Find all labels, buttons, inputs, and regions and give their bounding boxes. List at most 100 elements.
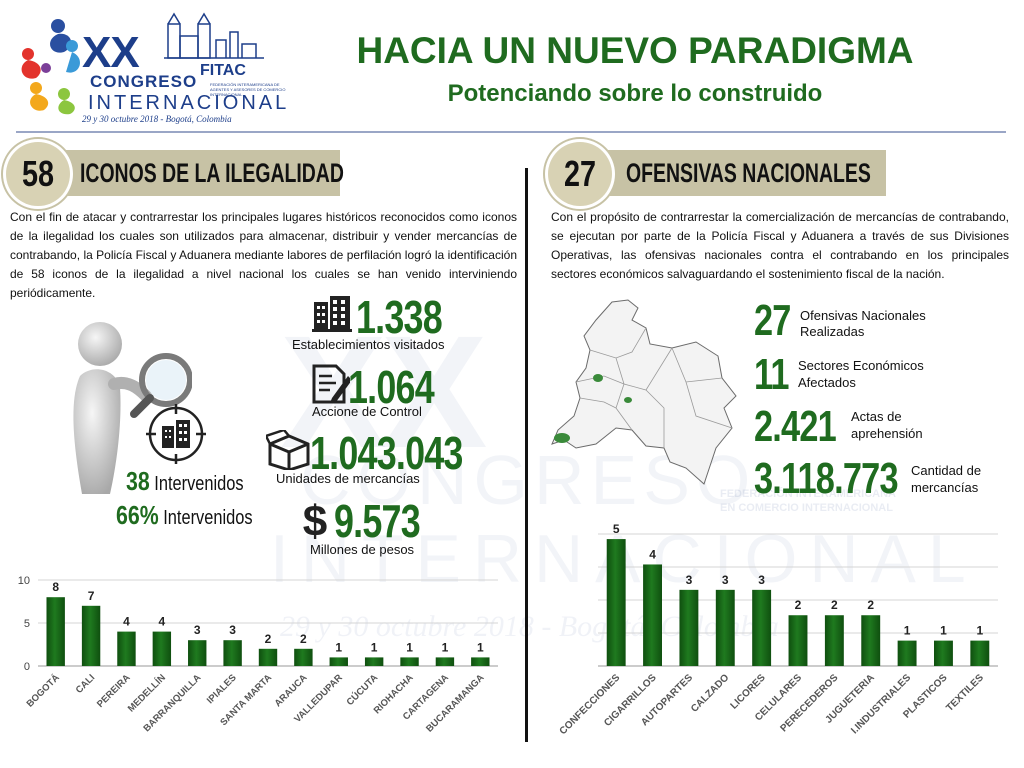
chart-bar (81, 605, 101, 666)
stat-sectores-label-1: Sectores Económicos (798, 358, 924, 373)
chart-bar (364, 657, 384, 666)
chart-data-label: 8 (52, 580, 59, 594)
chart-category-label: CÚCUTA (344, 672, 380, 708)
chart-data-label: 1 (371, 640, 378, 654)
right-section-title: OFENSIVAS NACIONALES (626, 158, 871, 188)
stat-ofensivas-label-1: Ofensivas Nacionales (800, 308, 926, 323)
colombia-map-icon (551, 299, 737, 485)
chart-data-label: 1 (976, 624, 983, 638)
chart-bar (970, 640, 990, 666)
stat-actas-value: 2.421 (754, 402, 837, 451)
stat-actas-label-1: Actas de (851, 409, 902, 424)
chart-category-label: CALZADO (689, 672, 731, 714)
box-icon (266, 430, 310, 470)
chart-category-label: BOGOTÁ (25, 672, 62, 709)
chart-y-tick-label: 5 (24, 618, 30, 630)
right-paragraph: Con el propósito de contrarrestar la com… (551, 210, 1009, 281)
stat-unidades-label: Unidades de mercancías (276, 471, 420, 486)
chart-data-label: 2 (300, 632, 307, 646)
center-divider (525, 168, 528, 742)
chart-bar (643, 564, 662, 666)
chart-bar (897, 640, 917, 666)
left-badge-number: 58 (21, 153, 55, 194)
logo-fitac: FITAC (200, 62, 246, 79)
chart-data-label: 2 (831, 598, 838, 612)
chart-data-label: 2 (867, 598, 874, 612)
left-section-badge: 58 (6, 142, 70, 206)
chart-bar (435, 657, 455, 666)
building-icon (312, 296, 352, 332)
chart-category-label: CONFECCIONES (558, 672, 623, 737)
chart-data-label: 1 (406, 640, 413, 654)
logo-date: 29 y 30 octubre 2018 - Bogotá, Colombia (82, 114, 232, 124)
watermark-fitac-line-1: FEDERACIÓN INTERAMERICANA (720, 488, 896, 500)
chart-data-label: 3 (758, 573, 765, 587)
chart-y-tick-label: 10 (18, 575, 30, 587)
logo-xx: XX (82, 28, 140, 77)
chart-category-label: IPIALES (205, 672, 239, 706)
chart-bar (715, 589, 735, 666)
chart-category-label: TEXTILES (944, 672, 986, 714)
chart-data-label: 1 (477, 640, 484, 654)
chart-bar (606, 539, 626, 666)
stat-sectores-label-2: Afectados (798, 375, 856, 390)
stat-mercancias-label-1: Cantidad de (911, 463, 982, 478)
chart-data-label: 3 (686, 573, 693, 587)
chart-data-label: 3 (229, 623, 236, 637)
header-divider (16, 131, 1006, 133)
document-edit-icon (312, 364, 350, 404)
page-subtitle: Potenciando sobre lo construido (447, 80, 823, 107)
right-section-badge: 27 (548, 142, 612, 206)
chart-bar (824, 615, 844, 666)
chart-bar (788, 615, 808, 666)
chart-data-label: 3 (194, 623, 201, 637)
chart-bar (117, 631, 136, 666)
stat-sectores-value: 11 (754, 350, 789, 399)
logo-internacional: INTERNACIONAL (88, 92, 290, 114)
chart-data-label: 7 (88, 589, 95, 603)
chart-data-label: 1 (940, 624, 947, 638)
chart-data-label: 2 (795, 598, 802, 612)
target-building-icon (146, 404, 206, 464)
chart-bar (329, 657, 348, 666)
intervenidos-percent: 66% Intervenidos (116, 500, 253, 531)
watermark-fitac-line-2: EN COMERCIO INTERNACIONAL (720, 502, 893, 514)
chart-data-label: 3 (722, 573, 729, 587)
stat-ofensivas-label-2: Realizadas (800, 324, 865, 339)
chart-bar (188, 640, 207, 666)
chart-bar (152, 631, 172, 666)
left-section-banner: ICONOS DE LA ILEGALIDAD (46, 150, 344, 196)
stat-mercancias-label-2: mercancías (911, 480, 979, 495)
stat-establecimientos-value: 1.338 (356, 291, 443, 343)
congress-logo: XX CONGRESO INTERNACIONAL 29 y 30 octubr… (14, 10, 286, 128)
chart-bar (223, 640, 242, 666)
right-badge-number: 27 (563, 153, 597, 194)
chart-bar (934, 640, 953, 666)
dollar-icon: $ (303, 498, 327, 542)
chart-data-label: 4 (649, 547, 656, 561)
chart-data-label: 4 (123, 615, 130, 629)
chart-data-label: 2 (265, 632, 272, 646)
chart-bar (752, 589, 772, 666)
right-section-banner: OFENSIVAS NACIONALES (590, 150, 886, 196)
chart-data-label: 1 (904, 624, 911, 638)
logo-fitac-subtitle: FEDERACIÓN INTERAMERICANA DE AGENTES Y A… (210, 82, 286, 97)
chart-ofensivas-sectores: 5CONFECCIONES4CIGARRILLOS3AUTOPARTES3CAL… (558, 522, 998, 737)
chart-bar (679, 589, 699, 666)
stat-acciones-label: Accione de Control (312, 404, 422, 419)
stat-ofensivas-value: 27 (754, 296, 791, 345)
left-paragraph: Con el fin de atacar y contrarrestar los… (10, 210, 517, 300)
chart-category-label: ARAUCA (273, 672, 310, 709)
intervenidos-percent-label: Intervenidos (163, 507, 253, 529)
stat-unidades-value: 1.043.043 (310, 427, 463, 479)
logo-people-icon (21, 19, 80, 115)
magnifier-person-icon (73, 322, 192, 494)
intervenidos-count-label: Intervenidos (154, 473, 244, 495)
stat-actas-label-2: aprehensión (851, 426, 923, 441)
page-title: HACIA UN NUEVO PARADIGMA (356, 30, 914, 71)
chart-y-tick-label: 0 (24, 661, 30, 673)
stat-establecimientos-label: Establecimientos visitados (292, 337, 445, 352)
intervenidos-percent-number: 66% (116, 500, 159, 530)
svg-text:$: $ (303, 498, 327, 542)
